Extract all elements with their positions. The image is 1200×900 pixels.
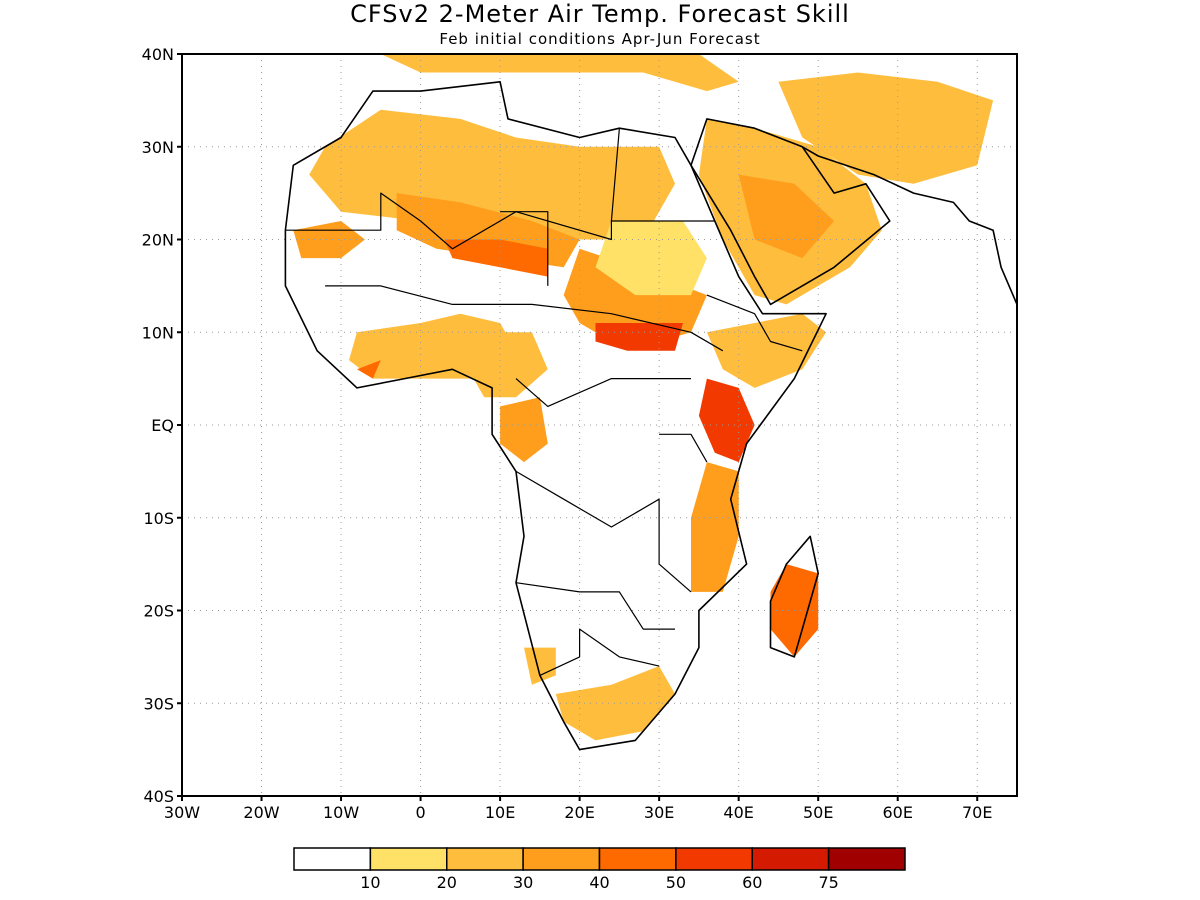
skill-region-gabon-congo — [500, 397, 548, 463]
country-border — [515, 378, 691, 407]
colorbar-swatch — [598, 847, 677, 871]
colorbar-label: 20 — [437, 873, 457, 892]
lat-tick-label: 40N — [142, 45, 174, 64]
country-border — [515, 470, 692, 593]
colorbar-swatch — [446, 847, 524, 871]
lon-tick-label: 40E — [723, 803, 753, 822]
skill-region-sudan-yellow — [595, 221, 707, 296]
skill-region-nigeria-cameroon — [468, 332, 548, 398]
skill-region-east-africa-hot — [698, 378, 755, 463]
colorbar-swatch — [293, 847, 372, 871]
plot-area — [181, 53, 1018, 797]
arabia-coastline — [690, 118, 891, 306]
lat-tick-label: EQ — [151, 416, 174, 435]
lon-tick-label: 20E — [564, 803, 594, 822]
country-border — [515, 582, 675, 630]
skill-region-mediterranean-north — [380, 54, 739, 92]
colorbar-swatch — [751, 847, 830, 871]
skill-region-horn-ethiopia — [706, 313, 827, 388]
lat-tick-label: 20N — [142, 231, 174, 250]
colorbar-swatch — [675, 847, 753, 871]
skill-shading — [293, 54, 994, 741]
lon-tick-label: 60E — [882, 803, 912, 822]
lat-tick-label: 40S — [143, 787, 174, 806]
lat-tick-label: 30S — [143, 694, 174, 713]
country-border — [325, 285, 724, 352]
lon-tick-label: 30W — [164, 803, 200, 822]
country-border — [539, 628, 660, 676]
lat-tick-label: 10S — [143, 509, 174, 528]
colorbar-swatch — [369, 847, 448, 871]
coastlines — [284, 81, 1018, 751]
lon-tick-label: 0 — [415, 803, 425, 822]
longitude-labels: 30W 20W 10W 0 10E 20E 30E 40E 50E 60E 70E — [164, 796, 992, 822]
country-border — [285, 128, 620, 250]
skill-region-east-africa-coast — [691, 462, 739, 592]
country-border — [659, 433, 708, 463]
country-border — [706, 294, 803, 352]
map-subtitle: Feb initial conditions Apr-Jun Forecast — [439, 30, 760, 48]
colorbar-label: 75 — [818, 873, 838, 892]
lon-tick-label: 30E — [644, 803, 674, 822]
lon-tick-label: 10E — [485, 803, 515, 822]
skill-region-sahel-east — [563, 248, 707, 342]
colorbar-swatch — [522, 847, 601, 871]
latitude-labels: 40N 30N 20N 10N EQ 10S 20S 30S 40S — [142, 45, 182, 806]
lon-tick-label: 20W — [243, 803, 279, 822]
lat-tick-label: 30N — [142, 138, 174, 157]
colorbar-label: 40 — [589, 873, 609, 892]
skill-region-iran-pakistan — [778, 72, 994, 184]
skill-region-south-sudan — [595, 323, 683, 351]
africa-coastline — [284, 81, 827, 751]
lon-tick-label: 50E — [803, 803, 833, 822]
colorbar-label: 50 — [666, 873, 686, 892]
colorbar-label: 30 — [513, 873, 533, 892]
country-border — [500, 211, 549, 286]
lat-tick-label: 10N — [142, 323, 174, 342]
colorbar-label: 10 — [360, 873, 380, 892]
colorbar: 10 20 30 40 50 60 75 — [293, 847, 906, 892]
skill-region-mali-niger — [444, 239, 548, 277]
colorbar-label: 60 — [742, 873, 762, 892]
lat-tick-label: 20S — [143, 602, 174, 621]
lon-tick-label: 10W — [323, 803, 359, 822]
skill-region-south-africa — [555, 666, 675, 741]
graticule — [182, 54, 1017, 796]
skill-region-namibia-patch — [524, 647, 556, 685]
asia-coastline — [801, 146, 1018, 305]
skill-region-arabia-hot — [738, 174, 835, 259]
colorbar-swatch — [827, 847, 906, 871]
skill-region-guinea-red — [357, 360, 381, 379]
map-title: CFSv2 2-Meter Air Temp. Forecast Skill — [350, 0, 850, 28]
lon-tick-label: 70E — [962, 803, 992, 822]
madagascar-coastline — [769, 535, 820, 658]
